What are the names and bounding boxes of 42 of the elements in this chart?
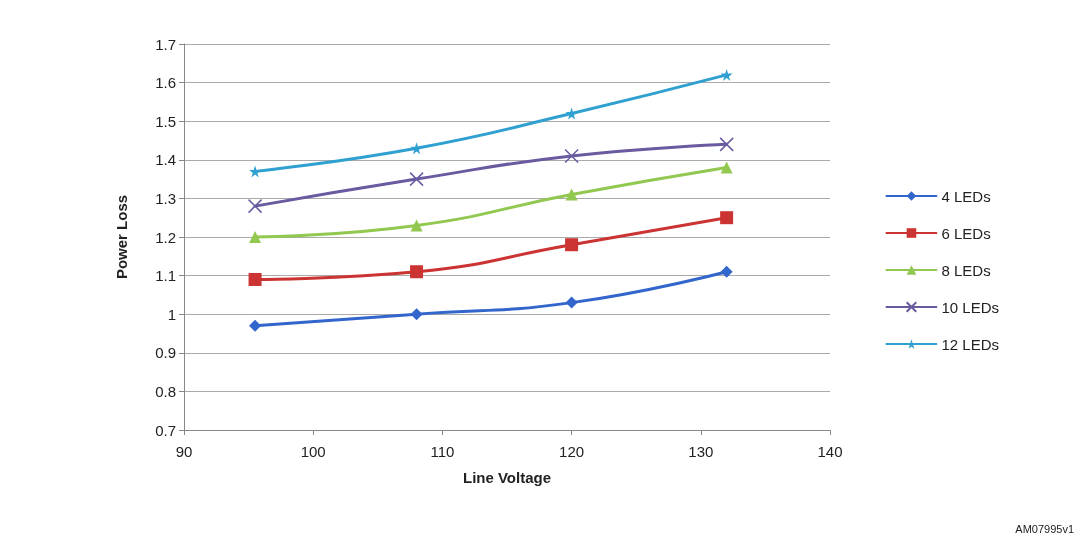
legend-label: 6 LEDs [941,224,991,242]
x-tick-label: 100 [300,443,326,460]
x-tick-label: 90 [175,443,193,460]
point [409,171,424,187]
x-tick-label: 120 [559,443,585,460]
y-tick-label: 1.2 [155,228,176,246]
point [719,137,734,152]
legend-label: 8 LEDs [941,261,991,279]
point [565,296,578,309]
point [565,188,578,201]
y-tick-label: 1.4 [155,151,176,169]
point [564,148,579,164]
point [720,211,734,225]
point [720,265,733,278]
y-tick-label: 1.1 [155,267,176,285]
y-tick-label: 0.7 [155,421,176,439]
y-tick-label: 0.8 [155,382,176,400]
point [565,238,579,252]
point [410,219,423,232]
y-tick-label: 0.9 [155,344,176,362]
point [410,265,424,279]
y-tick-label: 1 [167,305,176,323]
y-tick-label: 1.6 [155,74,176,92]
point [247,198,263,214]
point [249,319,262,332]
y-tick-label: 1.5 [155,112,176,130]
point [720,68,733,81]
text: AM07995v1 [1015,522,1075,535]
x-tick-label: 110 [430,443,455,460]
point [720,161,733,174]
point [249,231,262,243]
x-tick-label: 130 [688,443,714,460]
y-tick-label: 1.7 [155,35,176,53]
y-tick-label: 1.3 [155,189,176,207]
legend-label: 12 LEDs [941,335,1000,353]
legend-label: 4 LEDs [941,187,991,205]
x-tick-label: 140 [817,443,843,460]
legend-label: 10 LEDs [941,298,1000,316]
point [410,308,423,321]
y-axis-title: Power Loss [113,194,130,280]
x-axis-title: Line Voltage [462,469,552,486]
point [248,272,262,286]
